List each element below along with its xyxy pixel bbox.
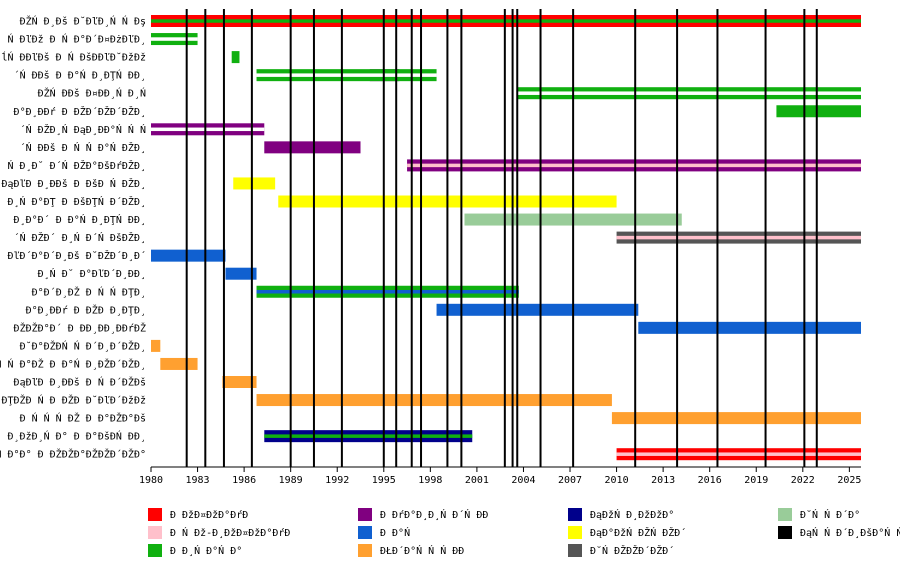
row-label: ´Ń ĐĐš Đ Đ°Ń Đ¸ĐŢŃ ĐĐ¸	[14, 69, 146, 82]
row-label: ´Ń ĐĐš Đ Ń Ń Đ°Ń ĐŽĐ¸	[20, 141, 146, 154]
timeline-bar	[256, 394, 612, 407]
x-tick-label: 1980	[139, 475, 163, 486]
timeline-bar-stripe	[616, 235, 861, 240]
row-label: Đ°Đ¸ĐĐŕ Đ ĐŽĐ Đ¸ĐŢĐ¸	[26, 303, 146, 316]
row-label: ĺŃ ĐĐľĐš Đ Ń ĐšĐĐľĐ˘ĐžĐž	[2, 51, 147, 64]
x-tick-label: 2010	[605, 475, 629, 486]
row-label: ĐąĐľĐ Đ¸ĐĐš Đ Ń Đ´ĐŽĐš	[14, 376, 146, 389]
x-tick-label: 2022	[791, 475, 815, 486]
legend-swatch	[568, 508, 582, 521]
timeline-bar	[225, 267, 257, 280]
timeline-bar	[233, 177, 276, 190]
x-tick-label: 1995	[372, 475, 396, 486]
timeline-bar	[222, 376, 257, 388]
legend-label: Đ˘Ń Ń Đ´Đ°	[800, 508, 860, 521]
row-label: Đ¸ĐžĐ¸Ń Đ° Đ Đ°ĐšĐŃ ĐĐ¸	[8, 430, 146, 443]
row-label: ĐąĐľĐ Đ¸ĐĐš Đ ĐšĐ Ń ĐŽĐ¸	[2, 177, 147, 190]
timeline-bar-stripe	[407, 163, 861, 168]
x-tick-label: 1992	[325, 475, 349, 486]
timeline-bar	[638, 321, 861, 334]
x-tick-label: 1989	[279, 475, 303, 486]
timeline-bar-stripe	[264, 434, 473, 438]
row-label: ĐŢĐŽĐ Ń Đ ĐŽĐ Đ˘ĐľĐ´ĐžĐž	[2, 394, 147, 407]
legend-swatch	[358, 508, 372, 521]
row-label: Đ˘Đ°ĐŽĐŃ Ń Đ´Đ¸Đ´ĐŽĐ¸	[20, 339, 146, 352]
x-tick-label: 2016	[698, 475, 722, 486]
row-label: Đ°Đ´Đ¸ĐŽ Đ Ń Ń ĐŢĐ¸	[32, 285, 146, 298]
legend-swatch	[148, 508, 162, 521]
legend-swatch	[358, 544, 372, 557]
row-label: ´Ń ĐŽĐ¸Ń ĐąĐ¸ĐĐ°Ń Ń Ń	[20, 123, 146, 136]
row-label: ĺŃ Đ°Đ° Đ ĐŽĐŽĐ°ĐŽĐŽĐ´ĐŽĐ°	[0, 448, 146, 461]
row-label: Đ¸Ń Đ˘ Đ°ĐľĐ´Đ¸ĐĐ¸	[38, 267, 146, 280]
row-label: ĐľĐ´Đ°Đ´Đ¸Đš Đ˘ĐŽĐ´Đ¸Đ´	[8, 249, 146, 262]
row-label: ĐŽŃ Đ¸Đš Đ˘ĐľĐ¸Ń Ń Đş	[20, 15, 146, 28]
row-label: Ń Ń Đ°ĐŽ Đ Đ°Ń Đ¸ĐŽĐ´ĐŽĐ¸	[0, 357, 146, 370]
x-tick-label: 1986	[232, 475, 256, 486]
timeline-bar-stripe	[151, 37, 198, 41]
x-tick-label: 2025	[837, 475, 861, 486]
timeline-bar-stripe	[517, 91, 861, 95]
legend-swatch	[568, 526, 582, 539]
row-label: ´Ń ĐŽĐ´ Đ¸Ń Đ´Ń ĐšĐŽĐ¸	[14, 231, 146, 244]
x-tick-label: 2007	[558, 475, 582, 486]
legend-swatch	[568, 544, 582, 557]
legend-label: Đ Đ°Ń	[380, 526, 410, 539]
row-label: Đ¸Đ°Đ´ Đ Đ°Ń Đ¸ĐŢŃ ĐĐ¸	[14, 213, 146, 226]
legend-label: ĐąŃ Ń Đ´Đ¸ĐšĐ°Ń Ń	[800, 526, 900, 539]
legend-swatch	[778, 526, 792, 539]
row-label: ĐŽĐŽĐ°Đ´ Đ ĐĐ¸ĐĐ¸ĐĐŕĐŽ	[14, 321, 146, 334]
timeline-bar-stripe	[151, 127, 265, 132]
legend-label: ĐąĐžŃ Đ¸ĐžĐžĐ°	[590, 508, 674, 521]
legend-label: Đ ĐŕĐ°Đ¸Đ¸Ń Đ´Ń ĐĐ	[380, 508, 488, 521]
x-tick-label: 2019	[744, 475, 768, 486]
timeline-bar	[436, 303, 639, 316]
legend-label: Đ Ń Đž-Đ¸ĐžĐ¤ĐžĐ°ĐŕĐ	[170, 526, 290, 539]
legend-swatch	[148, 544, 162, 557]
row-label: Đ°Đ¸ĐĐŕ Đ ĐŽĐ´ĐŽĐ´ĐŽĐ¸	[14, 105, 146, 118]
timeline-bar-stripe	[616, 452, 861, 456]
row-label: Đ¸Ń Đ°ĐŢ Đ ĐšĐŢŃ Đ´ĐŽĐ¸	[8, 195, 146, 208]
timeline-bar	[151, 249, 226, 262]
row-label: Ń Đ¸Đ˘ Đ´Ń ĐŽĐ°ĐšĐŕĐŽĐ¸	[8, 159, 146, 172]
x-tick-label: 1983	[186, 475, 210, 486]
timeline-bar-stripe	[151, 19, 861, 23]
timeline-bar-stripe	[256, 73, 437, 77]
legend-label: Đ˘Ń ĐŽĐŽĐ´ĐŽĐ´	[590, 544, 674, 557]
legend-label: Đ Đ¸Ń Đ°Ń Đ°	[170, 544, 242, 557]
timeline-bar-stripe	[256, 290, 519, 294]
row-label: Ń ĐľĐž Đ Ń Đ°Đ´Đ¤ĐżĐľĐ¸	[8, 33, 146, 46]
x-tick-label: 2013	[651, 475, 675, 486]
timeline-bar	[231, 51, 240, 64]
timeline-bar	[611, 412, 861, 425]
timeline-bar	[776, 105, 861, 118]
row-label: ĐŽŃ ĐĐš Đ¤ĐĐ¸Ń Đ¸Ń	[38, 87, 146, 100]
legend-swatch	[778, 508, 792, 521]
legend-label: ĐąĐ°ĐžŃ ĐŽŃ ĐŽĐ´	[590, 526, 686, 539]
x-tick-label: 2001	[465, 475, 489, 486]
legend-label: ĐŁĐ´Đ°Ń Ń Ń ĐĐ	[380, 544, 464, 557]
timeline-bar	[151, 339, 161, 352]
legend-swatch	[148, 526, 162, 539]
timeline-bar	[264, 141, 361, 154]
timeline-bar	[160, 357, 198, 370]
row-label: Đ Ń Ń Ń ĐŽ Đ Đ°ĐŽĐ°Đš	[20, 412, 146, 425]
legend-label: Đ ĐžĐ¤ĐžĐ°ĐŕĐ	[170, 509, 248, 521]
x-tick-label: 2004	[511, 475, 535, 486]
x-tick-label: 1998	[418, 475, 442, 486]
legend-swatch	[358, 526, 372, 539]
